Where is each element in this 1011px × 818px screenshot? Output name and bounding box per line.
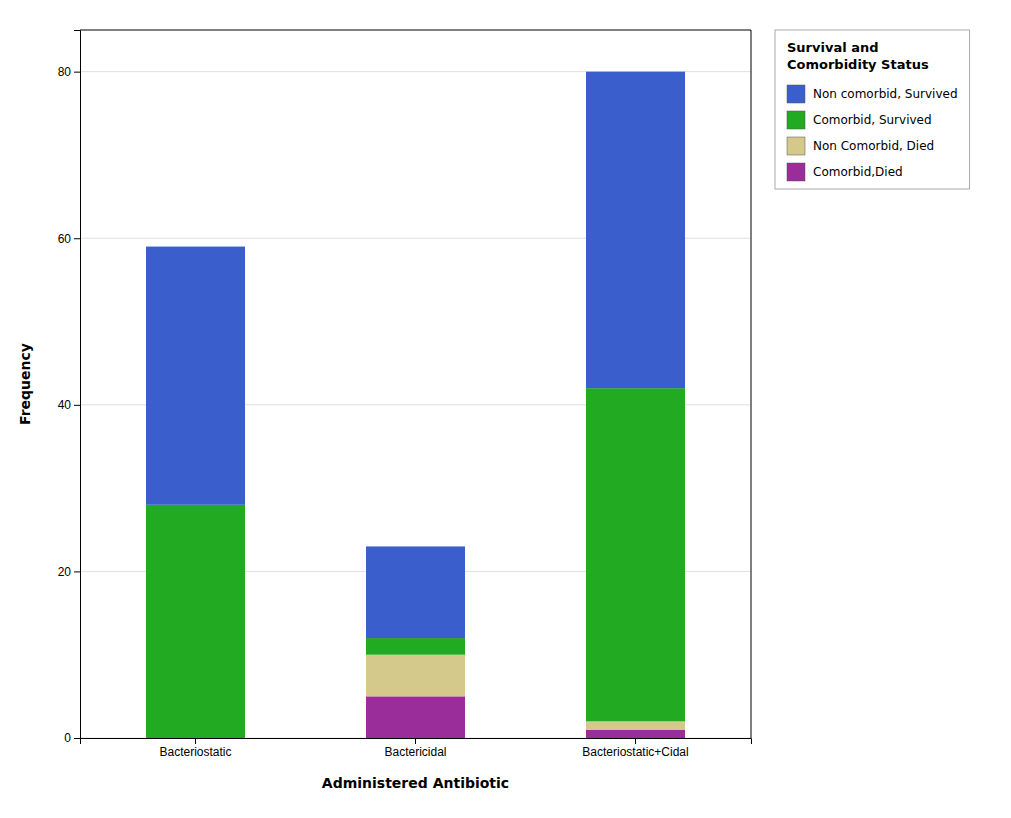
y-axis-line	[74, 31, 81, 739]
legend-swatch	[787, 111, 805, 129]
x-tick-label: Bacteriostatic	[159, 745, 231, 759]
y-axis: 0 20 40 60 80	[58, 31, 81, 746]
y-tick: 60	[58, 232, 80, 246]
x-tick-mark	[195, 738, 196, 744]
legend-swatch	[787, 163, 805, 181]
plot-frame	[80, 30, 751, 31]
plot-area: Bacteriostatic Bactericidal Bacteriostatic…	[17, 30, 752, 791]
legend-item: Non Comorbid, Died	[787, 137, 934, 155]
y-tick-mark	[74, 238, 80, 239]
bar-segment	[366, 638, 465, 655]
legend-item: Comorbid, Survived	[787, 111, 932, 129]
x-tick: Bacteriostatic	[159, 738, 231, 759]
legend-label: Non Comorbid, Died	[813, 139, 934, 153]
legend-item: Comorbid,Died	[787, 163, 903, 181]
bar-segment	[366, 696, 465, 738]
y-tick-label: 20	[58, 565, 72, 579]
bar-segment	[366, 546, 465, 638]
y-tick-label: 60	[58, 232, 72, 246]
x-tick: Bacteriostatic+Cidal	[582, 738, 688, 759]
x-axis: Bacteriostatic Bactericidal Bacteriostatic…	[81, 738, 752, 759]
x-axis-title: Administered Antibiotic	[322, 775, 509, 791]
y-tick-label: 0	[64, 731, 71, 745]
plot-frame	[751, 30, 752, 738]
legend: Survival andComorbidity Status Non comorb…	[775, 30, 970, 189]
x-tick-mark	[635, 738, 636, 744]
y-tick-mark	[74, 738, 80, 739]
legend-swatch	[787, 85, 805, 103]
y-tick: 80	[58, 65, 80, 79]
y-tick: 0	[64, 731, 80, 745]
y-tick: 20	[58, 565, 80, 579]
y-tick-mark	[74, 72, 80, 73]
y-axis-title: Frequency	[17, 343, 33, 425]
bar-segment	[586, 72, 685, 389]
x-tick: Bactericidal	[384, 738, 446, 759]
bar-segment	[586, 721, 685, 729]
bars	[146, 72, 685, 738]
y-tick-mark	[74, 571, 80, 572]
bar-segment	[586, 388, 685, 721]
bar-segment	[366, 655, 465, 697]
series	[146, 72, 685, 638]
bar-segment	[146, 505, 245, 738]
bar-segment	[146, 247, 245, 505]
y-tick-mark	[74, 405, 80, 406]
x-tick-label: Bactericidal	[384, 745, 446, 759]
legend-item: Non comorbid, Survived	[787, 85, 958, 103]
grid	[80, 72, 751, 738]
legend-swatch	[787, 137, 805, 155]
bar-segment	[586, 730, 685, 738]
y-tick-label: 80	[58, 65, 72, 79]
chart: Bacteriostatic Bactericidal Bacteriostatic…	[0, 0, 1011, 818]
x-axis-line	[81, 739, 752, 745]
legend-frame	[775, 30, 970, 189]
legend-label: Non comorbid, Survived	[813, 87, 958, 101]
legend-label: Comorbid,Died	[813, 165, 903, 179]
legend-title: Survival andComorbidity Status	[787, 40, 929, 72]
y-tick-label: 40	[58, 398, 72, 412]
x-tick-mark	[415, 738, 416, 744]
y-tick: 40	[58, 398, 80, 412]
x-tick-label: Bacteriostatic+Cidal	[582, 745, 688, 759]
legend-label: Comorbid, Survived	[813, 113, 932, 127]
